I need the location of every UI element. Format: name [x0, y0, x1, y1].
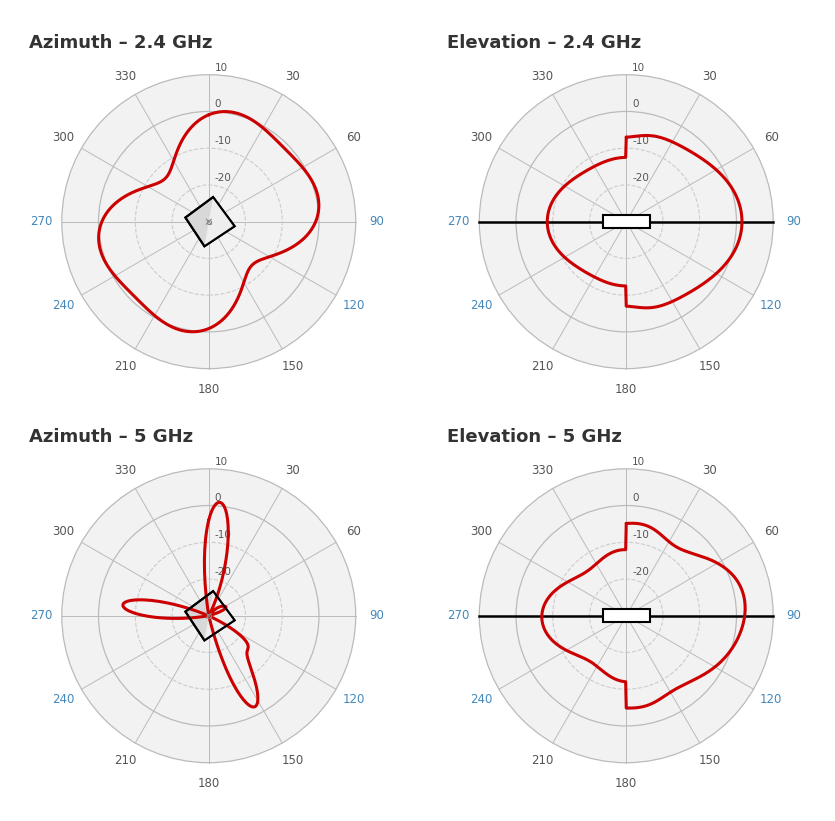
Text: 90: 90	[787, 215, 802, 228]
Text: 210: 210	[114, 754, 136, 768]
Text: 300: 300	[470, 525, 492, 539]
Text: 10: 10	[632, 62, 645, 72]
Text: 10: 10	[215, 62, 228, 72]
Text: 210: 210	[114, 360, 136, 374]
Text: 90: 90	[369, 609, 384, 622]
Text: Elevation – 2.4 GHz: Elevation – 2.4 GHz	[447, 34, 641, 52]
Text: 30: 30	[285, 464, 300, 477]
Text: -20: -20	[215, 172, 231, 183]
Text: 10: 10	[215, 456, 228, 466]
Text: 120: 120	[342, 693, 365, 706]
Text: 330: 330	[114, 464, 136, 477]
Text: 180: 180	[615, 383, 637, 396]
Text: 10: 10	[632, 456, 645, 466]
Text: 240: 240	[470, 693, 493, 706]
Text: 270: 270	[448, 609, 470, 622]
Text: 0: 0	[632, 493, 639, 503]
Polygon shape	[185, 591, 235, 640]
Text: 240: 240	[53, 299, 75, 312]
Text: -20: -20	[632, 566, 649, 577]
Text: 210: 210	[531, 360, 554, 374]
Circle shape	[479, 75, 773, 369]
Text: 30: 30	[702, 464, 717, 477]
Circle shape	[62, 469, 356, 763]
Text: 330: 330	[531, 70, 554, 83]
Text: -10: -10	[632, 136, 649, 146]
Text: 150: 150	[281, 754, 304, 768]
Text: 30: 30	[285, 70, 300, 83]
Text: 240: 240	[470, 299, 493, 312]
Text: 60: 60	[347, 525, 362, 539]
Text: 330: 330	[114, 70, 136, 83]
Text: 60: 60	[764, 525, 779, 539]
Text: 300: 300	[470, 131, 492, 144]
Text: -20: -20	[632, 172, 649, 183]
Text: -10: -10	[215, 136, 231, 146]
Text: 150: 150	[699, 754, 721, 768]
Text: 150: 150	[699, 360, 721, 374]
Text: 30: 30	[702, 70, 717, 83]
Polygon shape	[205, 197, 235, 246]
Text: 270: 270	[30, 215, 53, 228]
Text: 0: 0	[215, 99, 221, 109]
Text: 180: 180	[198, 383, 220, 396]
Text: 0: 0	[632, 99, 639, 109]
Polygon shape	[185, 197, 235, 246]
Text: Azimuth – 5 GHz: Azimuth – 5 GHz	[29, 428, 194, 446]
Text: 180: 180	[198, 777, 220, 790]
Text: -10: -10	[632, 530, 649, 540]
Text: -20: -20	[215, 566, 231, 577]
Text: 300: 300	[53, 525, 74, 539]
Text: 120: 120	[760, 299, 782, 312]
Text: 180: 180	[615, 777, 637, 790]
Text: -10: -10	[215, 530, 231, 540]
Text: 60: 60	[347, 131, 362, 144]
Text: 300: 300	[53, 131, 74, 144]
Circle shape	[62, 75, 356, 369]
Text: 120: 120	[760, 693, 782, 706]
Circle shape	[479, 469, 773, 763]
Bar	[603, 215, 650, 228]
Text: 330: 330	[531, 464, 554, 477]
Text: Azimuth – 2.4 GHz: Azimuth – 2.4 GHz	[29, 34, 213, 52]
Text: 90: 90	[369, 215, 384, 228]
Text: 210: 210	[531, 754, 554, 768]
Text: Elevation – 5 GHz: Elevation – 5 GHz	[447, 428, 622, 446]
Text: 90: 90	[787, 609, 802, 622]
Text: 120: 120	[342, 299, 365, 312]
Text: 240: 240	[53, 693, 75, 706]
Text: 0: 0	[215, 493, 221, 503]
Text: 60: 60	[764, 131, 779, 144]
Text: 270: 270	[448, 215, 470, 228]
Text: 150: 150	[281, 360, 304, 374]
Bar	[603, 609, 650, 622]
Text: 270: 270	[30, 609, 53, 622]
Polygon shape	[205, 591, 235, 640]
